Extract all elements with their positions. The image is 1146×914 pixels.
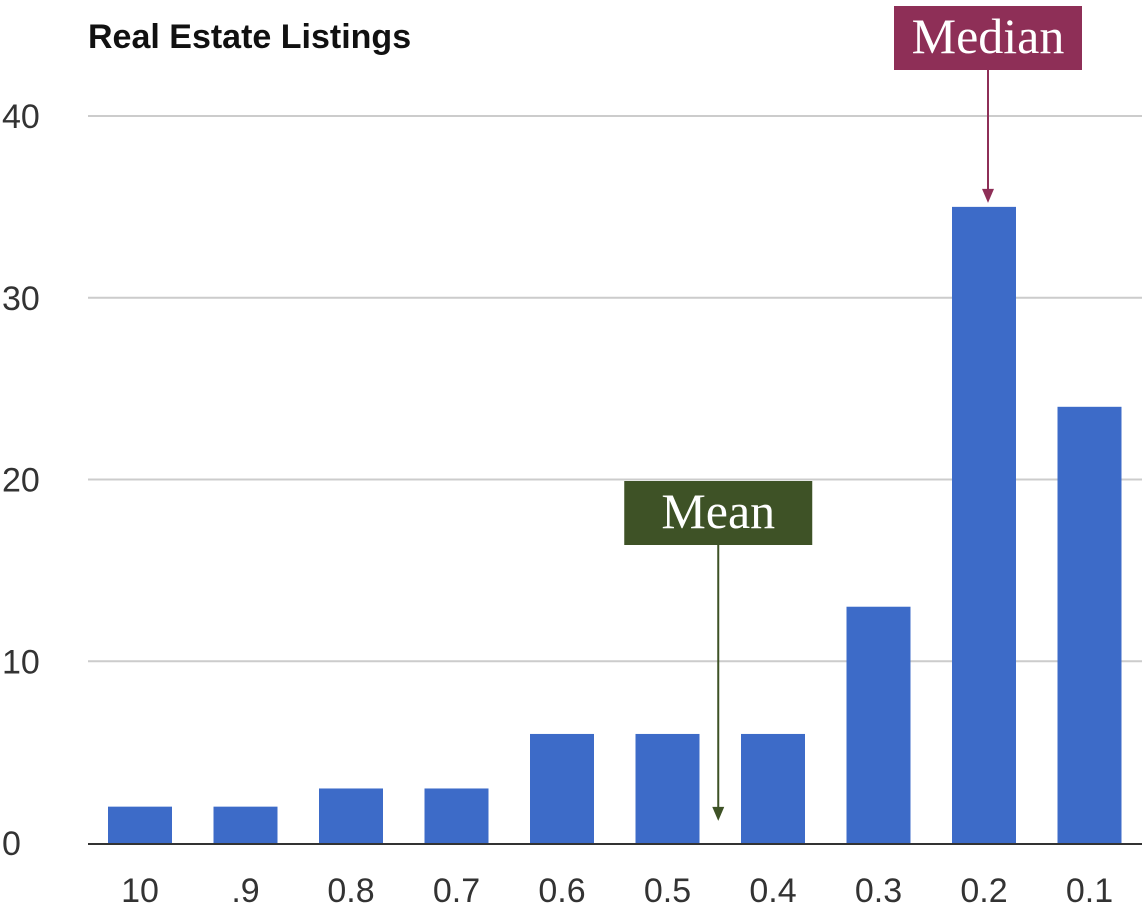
x-tick-label: 0.1 xyxy=(1066,872,1113,910)
y-tick-label: 10 xyxy=(2,643,40,681)
bar-0.8 xyxy=(319,788,383,843)
bar-0.2 xyxy=(952,206,1016,843)
y-tick-label: 0 xyxy=(2,825,21,863)
median-arrow-head xyxy=(982,188,994,203)
median-annotation: Median xyxy=(894,6,1082,203)
x-tick-label: 0.4 xyxy=(749,872,796,910)
x-tick-label: 0.8 xyxy=(327,872,374,910)
bar-0.6 xyxy=(530,733,594,843)
y-tick-label: 20 xyxy=(2,462,40,500)
bar-0.4 xyxy=(741,733,805,843)
bar-0.5 xyxy=(635,733,700,843)
x-tick-label: 0.6 xyxy=(538,872,585,910)
mean-label-box xyxy=(624,481,813,545)
median-label-box xyxy=(894,6,1082,70)
bars xyxy=(108,206,1122,843)
y-tick-label: 30 xyxy=(2,280,40,318)
chart-title: Real Estate Listings xyxy=(88,18,411,56)
x-tick-label: 0.7 xyxy=(433,872,480,910)
x-tick-label: 0.3 xyxy=(855,872,902,910)
x-tick-label: 0.2 xyxy=(960,872,1007,910)
bar-0.3 xyxy=(846,606,911,843)
x-tick-label: 10 xyxy=(121,872,159,910)
mean-arrow-head xyxy=(712,806,725,821)
mean-annotation: Mean xyxy=(624,481,813,821)
y-tick-label: 40 xyxy=(2,98,40,136)
bar-0.1 xyxy=(1057,406,1122,843)
annotations: Median Mean xyxy=(624,6,1082,821)
x-tick-label: .9 xyxy=(231,872,259,910)
median-label: Median xyxy=(912,8,1065,64)
bar-10 xyxy=(108,806,172,843)
x-axis-ticks: 10 .9 0.8 0.7 0.6 0.5 0.4 0.3 0.2 0.1 xyxy=(121,872,1113,910)
mean-label: Mean xyxy=(661,483,775,539)
bar-.9 xyxy=(213,806,278,843)
y-axis-ticks: 0 10 20 30 40 xyxy=(2,98,40,863)
bar-0.7 xyxy=(424,788,489,843)
x-tick-label: 0.5 xyxy=(644,872,691,910)
